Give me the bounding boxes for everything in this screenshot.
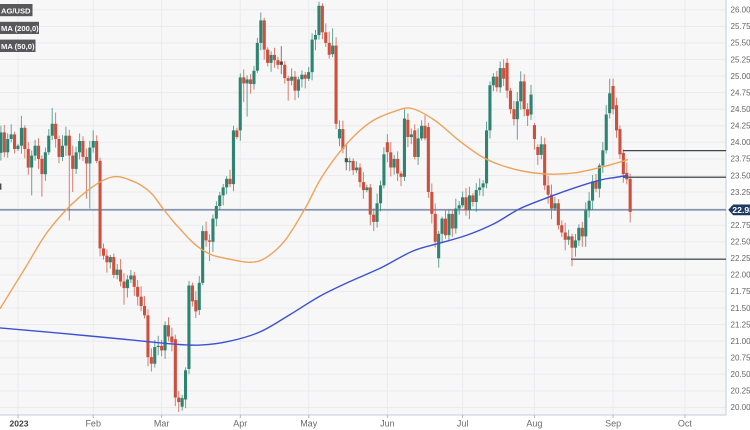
svg-text:24.25: 24.25 bbox=[731, 122, 750, 131]
svg-text:23.75: 23.75 bbox=[731, 155, 750, 164]
svg-text:Jul: Jul bbox=[457, 418, 469, 428]
svg-text:May: May bbox=[300, 418, 318, 428]
svg-text:Apr: Apr bbox=[233, 418, 247, 428]
svg-text:Aug: Aug bbox=[526, 418, 542, 428]
svg-text:26.00: 26.00 bbox=[731, 6, 750, 15]
svg-text:22.00: 22.00 bbox=[731, 271, 750, 280]
svg-text:25.50: 25.50 bbox=[731, 39, 750, 48]
svg-text:22.75: 22.75 bbox=[731, 221, 750, 230]
svg-text:25.25: 25.25 bbox=[731, 55, 750, 64]
svg-text:25.00: 25.00 bbox=[731, 72, 750, 81]
svg-text:21.75: 21.75 bbox=[731, 287, 750, 296]
svg-text:MA (50,0): MA (50,0) bbox=[1, 42, 35, 51]
svg-text:Jun: Jun bbox=[380, 418, 395, 428]
svg-text:20.75: 20.75 bbox=[731, 354, 750, 363]
svg-text:Mar: Mar bbox=[154, 418, 170, 428]
svg-text:21.25: 21.25 bbox=[731, 320, 750, 329]
svg-text:22.25: 22.25 bbox=[731, 254, 750, 263]
svg-text:Oct: Oct bbox=[678, 418, 693, 428]
svg-text:21.50: 21.50 bbox=[731, 304, 750, 313]
svg-text:Feb: Feb bbox=[85, 418, 101, 428]
svg-text:24.50: 24.50 bbox=[731, 105, 750, 114]
svg-text:22.98: 22.98 bbox=[732, 205, 750, 215]
svg-text:20.25: 20.25 bbox=[731, 387, 750, 396]
svg-text:Sep: Sep bbox=[605, 418, 621, 428]
svg-text:22.50: 22.50 bbox=[731, 238, 750, 247]
svg-text:20.00: 20.00 bbox=[731, 403, 750, 412]
svg-text:MA (200,0): MA (200,0) bbox=[1, 24, 39, 33]
svg-text:23.50: 23.50 bbox=[731, 171, 750, 180]
svg-text:21.00: 21.00 bbox=[731, 337, 750, 346]
svg-text:24.00: 24.00 bbox=[731, 138, 750, 147]
svg-text:24.75: 24.75 bbox=[731, 88, 750, 97]
svg-text:20.50: 20.50 bbox=[731, 370, 750, 379]
svg-text:25.75: 25.75 bbox=[731, 22, 750, 31]
svg-text:23.25: 23.25 bbox=[731, 188, 750, 197]
svg-text:AG/USD: AG/USD bbox=[1, 6, 31, 15]
svg-text:2023: 2023 bbox=[10, 418, 29, 428]
